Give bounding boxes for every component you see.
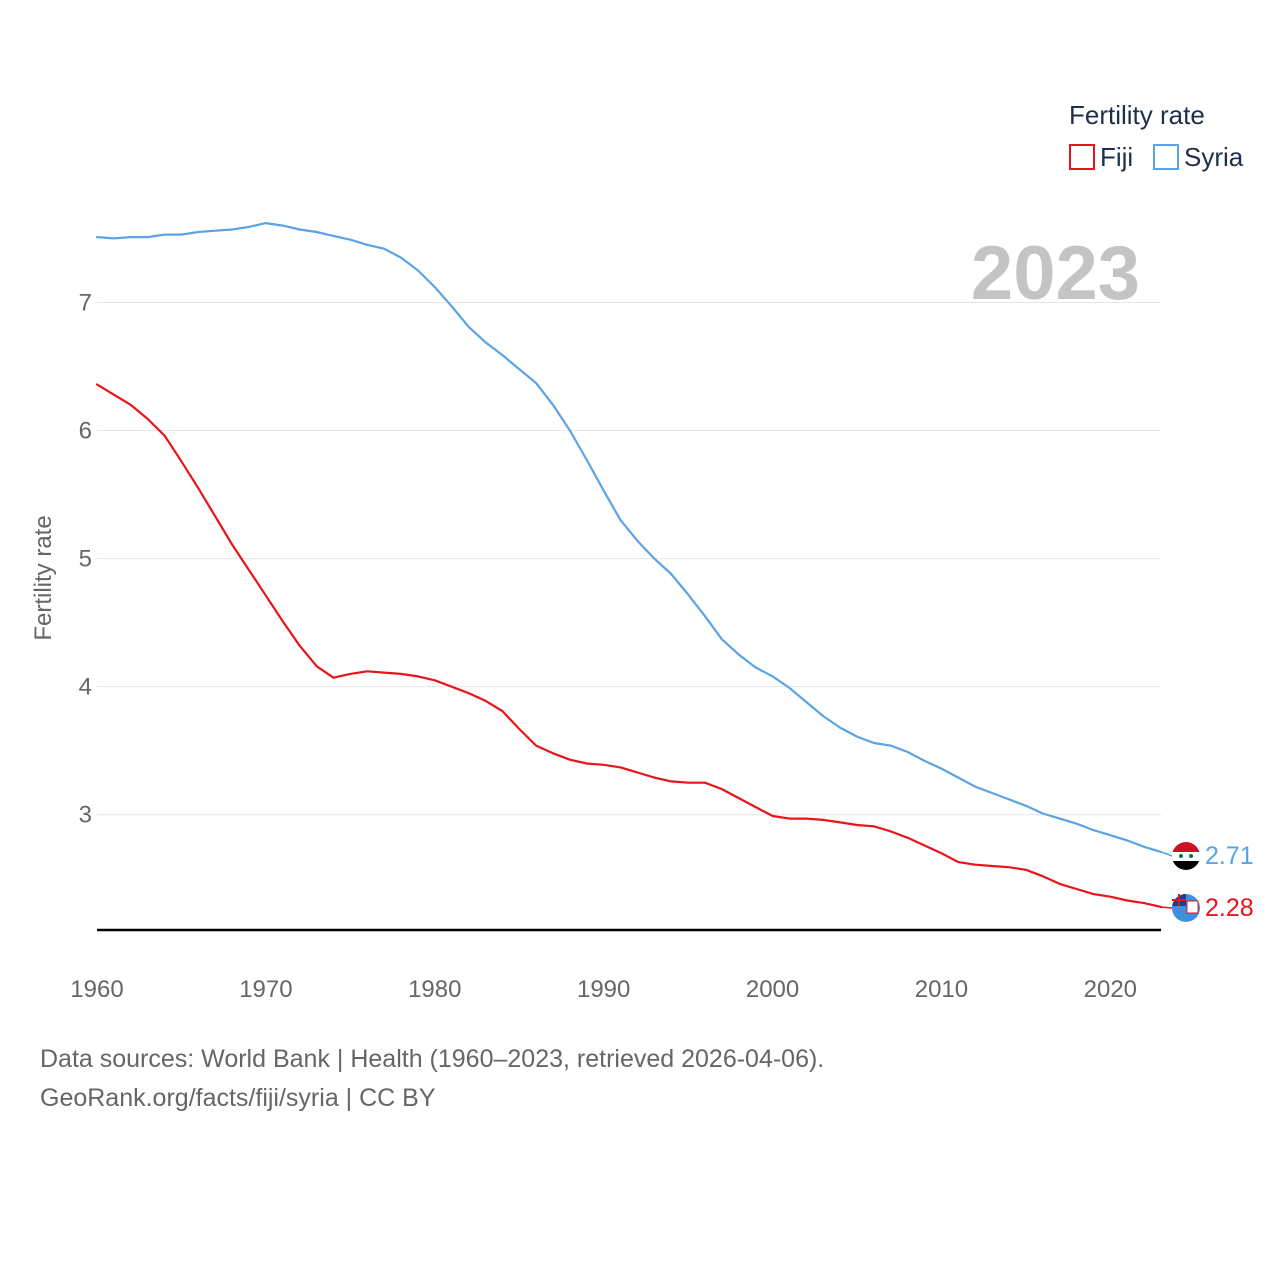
legend-item-syria[interactable]: Syria (1153, 142, 1244, 172)
year-label: 2023 (971, 231, 1140, 316)
endpoint-connector-syria (1160, 851, 1173, 857)
x-tick-label: 1970 (239, 976, 292, 1003)
x-tick-label: 2000 (746, 976, 799, 1003)
y-axis-title: Fertility rate (30, 515, 57, 640)
series-line-fiji[interactable] (95, 383, 1163, 909)
end-value-label-syria: 2.71 (1205, 842, 1254, 870)
source-link[interactable]: GeoRank.org/facts/fiji/syria | CC BY (40, 1084, 436, 1112)
series-endpoints: 2.28 2.71 (1160, 842, 1254, 922)
legend-swatch-syria (1153, 144, 1179, 170)
axes: 3 4 5 6 7 1960 1970 1980 1990 2000 2010 2020 (70, 289, 1161, 1003)
legend-item-fiji[interactable]: Fiji (1069, 142, 1133, 172)
y-tick-label: 5 (79, 546, 92, 573)
legend-title: Fertility rate (1069, 100, 1205, 130)
series-lines (95, 222, 1163, 909)
y-tick-label: 4 (79, 674, 92, 701)
gridlines (97, 301, 1161, 816)
x-tick-label: 1960 (70, 976, 123, 1003)
y-tick-label: 7 (79, 289, 92, 316)
x-tick-label: 2010 (915, 976, 968, 1003)
legend: Fertility rate Fiji Syria (1069, 100, 1244, 172)
legend-label-syria: Syria (1184, 142, 1244, 172)
y-tick-label: 3 (79, 802, 92, 829)
y-tick-label: 6 (79, 418, 92, 445)
syria-flag-icon (1172, 842, 1200, 870)
source-citation: Data sources: World Bank | Health (1960–… (40, 1045, 825, 1073)
x-tick-label: 1990 (577, 976, 630, 1003)
x-tick-label: 2020 (1084, 976, 1137, 1003)
legend-swatch-fiji (1069, 144, 1095, 170)
x-tick-label: 1980 (408, 976, 461, 1003)
end-value-label-fiji: 2.28 (1205, 894, 1254, 922)
series-line-syria[interactable] (95, 222, 1163, 854)
legend-label-fiji: Fiji (1100, 142, 1133, 172)
fiji-flag-icon (1172, 894, 1200, 922)
endpoint-connector-fiji (1160, 906, 1173, 909)
